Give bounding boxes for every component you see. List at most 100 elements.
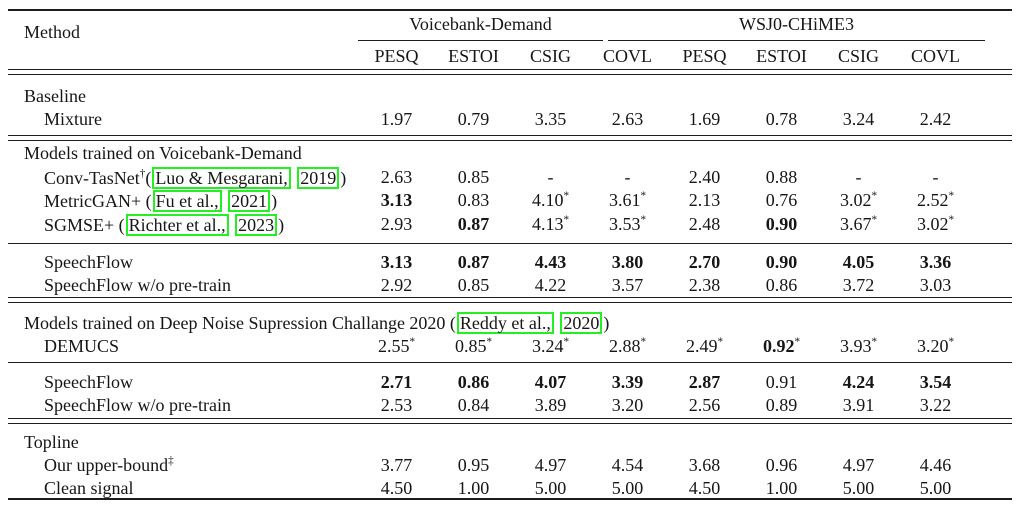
value-cell: 2.53 [380, 395, 413, 415]
value-cell: 0.87 [457, 214, 490, 234]
value-cell: 3.39 [611, 372, 644, 392]
value-cell: 5.00 [842, 478, 875, 498]
section-double-rule-2 [8, 418, 1012, 424]
star-mark: * [563, 190, 570, 202]
value-cell: 0.85 [457, 167, 490, 187]
value-cell: 4.97 [842, 455, 875, 475]
value-cell: 3.72 [842, 275, 875, 295]
header-double-rule [8, 69, 1012, 75]
value-cell: 3.13 [380, 252, 413, 272]
star-mark: * [794, 336, 801, 348]
row-label: SpeechFlow [44, 372, 133, 392]
value-cell: 3.13 [380, 190, 413, 210]
citation-year-link[interactable]: 2021 [228, 189, 271, 212]
col-header: ESTOI [756, 46, 807, 66]
value-cell: 4.54 [611, 455, 644, 475]
star-mark: * [409, 336, 416, 348]
value-cell: - [624, 167, 631, 187]
value-cell: 4.13* [531, 214, 570, 234]
value-cell: 2.38 [688, 275, 721, 295]
value-cell: 0.92* [762, 336, 801, 356]
value-cell: 4.43 [534, 252, 567, 272]
col-header: CSIG [529, 46, 571, 66]
value-cell: 4.10* [531, 190, 570, 210]
value-cell: 3.22 [919, 395, 952, 415]
table-row-speechflow-2: SpeechFlow 2.71 0.86 4.07 3.39 2.87 0.91… [8, 371, 1012, 394]
star-mark: * [563, 214, 570, 226]
value-cell: 3.91 [842, 395, 875, 415]
row-label: Clean signal [44, 478, 134, 498]
value-cell: 2.70 [688, 252, 721, 272]
value-cell: 3.20* [916, 336, 955, 356]
value-cell: 0.83 [457, 190, 490, 210]
section-header-topline: Topline [8, 431, 1012, 454]
value-cell: - [855, 167, 862, 187]
citation-author-link[interactable]: Reddy et al., [456, 311, 554, 334]
col-header: COVL [603, 46, 652, 66]
section-header-baseline: Baseline [8, 85, 1012, 108]
double-dagger-mark: ‡ [168, 455, 174, 467]
value-cell: 4.07 [534, 372, 567, 392]
table-row-speechflow-wo-pretrain-2: SpeechFlow w/o pre-train 2.53 0.84 3.89 … [8, 394, 1012, 417]
value-cell: 3.54 [919, 372, 952, 392]
value-cell: 3.35 [534, 109, 567, 129]
row-label: SpeechFlow w/o pre-train [44, 395, 231, 415]
citation-author-link[interactable]: Richter et al., [125, 213, 229, 236]
value-cell: 2.55* [377, 336, 416, 356]
cmidrule-wsj0 [608, 40, 985, 41]
col-header: ESTOI [448, 46, 499, 66]
star-mark: * [640, 336, 647, 348]
section-double-rule-1 [8, 297, 1012, 303]
section-label: Models trained on Voicebank-Demand [24, 143, 302, 163]
value-cell: 1.97 [380, 109, 413, 129]
value-cell: 3.20 [611, 395, 644, 415]
star-mark: * [871, 214, 878, 226]
table-row-clean-signal: Clean signal 4.50 1.00 5.00 5.00 4.50 1.… [8, 477, 1012, 500]
citation-year-link[interactable]: 2020 [560, 311, 603, 334]
table-row-mixture: Mixture 1.97 0.79 3.35 2.63 1.69 0.78 3.… [8, 108, 1012, 131]
value-cell: 4.50 [380, 478, 413, 498]
col-header: COVL [911, 46, 960, 66]
value-cell: 2.42 [919, 109, 952, 129]
toprule [8, 9, 1012, 11]
table-row-sgmse: SGMSE+ (Richter et al., 2023) 2.93 0.87 … [8, 213, 1012, 236]
star-mark: * [948, 190, 955, 202]
value-cell: 3.80 [611, 252, 644, 272]
value-cell: 0.78 [765, 109, 798, 129]
value-cell: 4.46 [919, 455, 952, 475]
citation-year-link[interactable]: 2023 [235, 213, 278, 236]
value-cell: 0.88 [765, 167, 798, 187]
value-cell: 2.63 [380, 167, 413, 187]
value-cell: 3.03 [919, 275, 952, 295]
value-cell: 1.00 [765, 478, 798, 498]
value-cell: 0.86 [457, 372, 490, 392]
value-cell: 3.68 [688, 455, 721, 475]
citation-year-link[interactable]: 2019 [297, 166, 340, 189]
group-header-wsj0: WSJ0-CHiME3 [738, 14, 854, 34]
value-cell: 3.02* [839, 190, 878, 210]
value-cell: 3.67* [839, 214, 878, 234]
section-header-dns-models: Models trained on Deep Noise Supression … [8, 311, 1012, 334]
value-cell: 0.90 [765, 214, 798, 234]
midrule-2 [8, 362, 1012, 363]
value-cell: 1.00 [457, 478, 490, 498]
value-cell: 0.96 [765, 455, 798, 475]
metric-header-row: PESQ ESTOI CSIG COVL PESQ ESTOI CSIG COV… [8, 45, 1012, 68]
star-mark: * [871, 190, 878, 202]
midrule-1 [8, 243, 1012, 244]
table-row-conv-tasnet: Conv-TasNet†(Luo & Mesgarani, 2019) 2.63… [8, 166, 1012, 189]
value-cell: 0.79 [457, 109, 490, 129]
star-mark: * [871, 336, 878, 348]
citation-author-link[interactable]: Luo & Mesgarani, [152, 166, 291, 189]
value-cell: 4.05 [842, 252, 875, 272]
bottomrule [8, 498, 1012, 500]
value-cell: 5.00 [534, 478, 567, 498]
citation-author-link[interactable]: Fu et al., [152, 189, 222, 212]
value-cell: 2.13 [688, 190, 721, 210]
value-cell: 2.92 [380, 275, 413, 295]
value-cell: 2.88* [608, 336, 647, 356]
row-label: Mixture [44, 109, 102, 129]
row-label: DEMUCS [44, 336, 120, 356]
dagger-mark: † [139, 167, 146, 180]
